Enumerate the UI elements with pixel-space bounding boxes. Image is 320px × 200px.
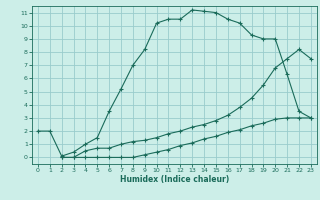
X-axis label: Humidex (Indice chaleur): Humidex (Indice chaleur) <box>120 175 229 184</box>
